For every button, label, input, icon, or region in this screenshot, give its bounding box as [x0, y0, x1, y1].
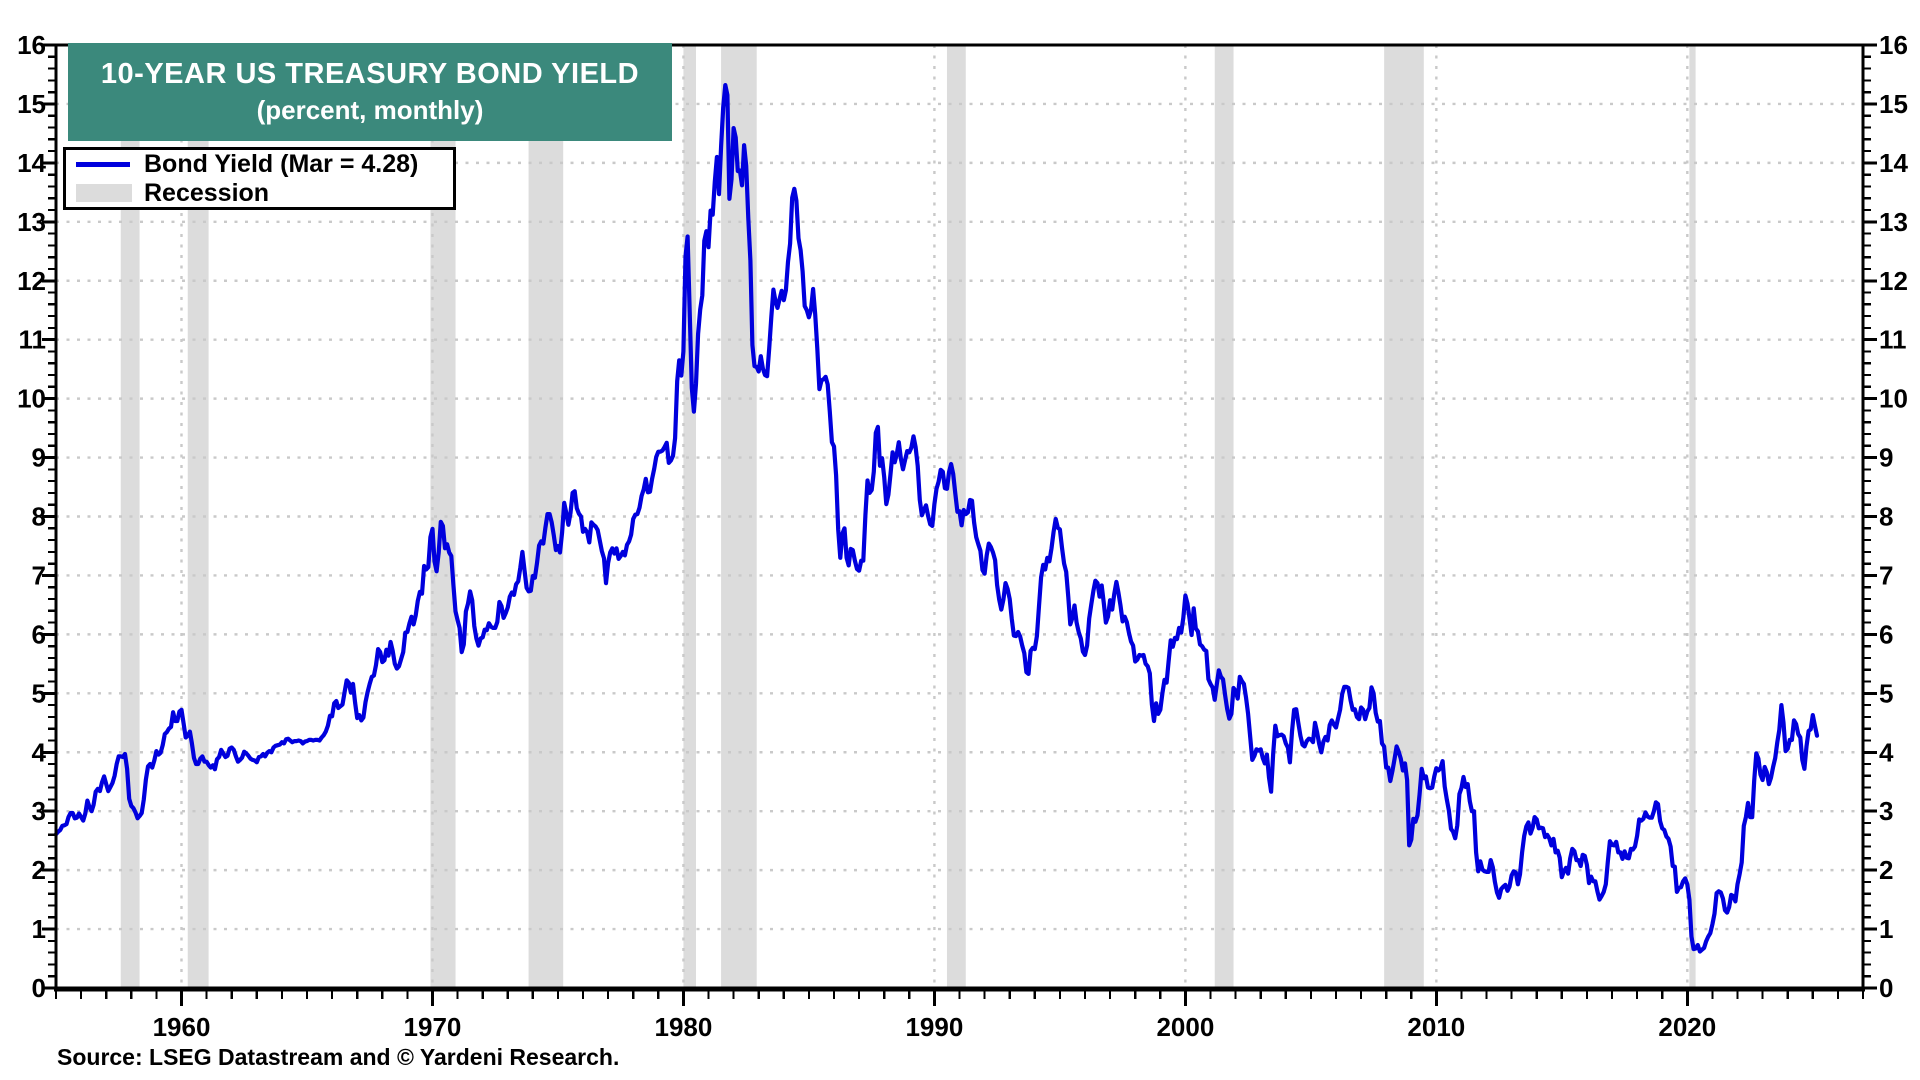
y-axis-label-right: 3: [1879, 796, 1893, 826]
y-axis-label-right: 13: [1879, 207, 1908, 237]
x-axis-label: 2010: [1407, 1012, 1465, 1042]
y-axis-label-left: 7: [32, 560, 46, 590]
y-axis-label-right: 15: [1879, 89, 1908, 119]
x-axis-label: 2020: [1658, 1012, 1716, 1042]
y-axis-label-left: 2: [32, 855, 46, 885]
y-axis-label-left: 14: [17, 148, 46, 178]
y-axis-label-right: 10: [1879, 384, 1908, 414]
x-axis-label: 1980: [655, 1012, 713, 1042]
y-axis-label-left: 5: [32, 678, 46, 708]
y-axis-label-right: 16: [1879, 30, 1908, 60]
x-axis-label: 1960: [153, 1012, 211, 1042]
y-axis-label-left: 1: [32, 914, 46, 944]
y-axis-label-left: 15: [17, 89, 46, 119]
y-axis-label-right: 4: [1879, 737, 1894, 767]
y-axis-label-left: 12: [17, 266, 46, 296]
y-axis-label-left: 4: [32, 737, 47, 767]
y-axis-label-right: 0: [1879, 973, 1893, 1003]
y-axis-label-right: 11: [1879, 325, 1907, 355]
y-axis-label-left: 16: [17, 30, 46, 60]
recession-band: [683, 45, 696, 988]
x-axis-label: 1990: [905, 1012, 963, 1042]
y-axis-label-left: 9: [32, 443, 46, 473]
y-axis-label-right: 1: [1879, 914, 1893, 944]
y-axis-label-right: 6: [1879, 619, 1893, 649]
y-axis-label-left: 6: [32, 619, 46, 649]
y-axis-label-right: 12: [1879, 266, 1908, 296]
y-axis-label-left: 10: [17, 384, 46, 414]
source-note: Source: LSEG Datastream and © Yardeni Re…: [57, 1044, 620, 1070]
y-axis-label-right: 8: [1879, 502, 1893, 532]
legend-item-recession: Recession: [76, 180, 453, 206]
y-axis-label-right: 9: [1879, 443, 1893, 473]
legend-label-bond-yield: Bond Yield (Mar = 4.28): [144, 150, 419, 178]
y-axis-label-right: 14: [1879, 148, 1908, 178]
y-axis-label-right: 7: [1879, 560, 1893, 590]
y-axis-label-left: 8: [32, 502, 46, 532]
chart-title: 10-YEAR US TREASURY BOND YIELD: [100, 58, 640, 90]
y-axis-label-left: 11: [19, 325, 47, 355]
chart-subtitle: (percent, monthly): [256, 95, 484, 125]
x-axis-label: 1970: [404, 1012, 462, 1042]
x-axis-label: 2000: [1156, 1012, 1214, 1042]
legend-label-recession: Recession: [144, 179, 270, 207]
recession-swatch: [76, 184, 132, 202]
legend-item-bond-yield: Bond Yield (Mar = 4.28): [76, 151, 453, 177]
bond-yield-line: [53, 83, 1820, 954]
y-axis-label-left: 0: [32, 973, 46, 1003]
legend: Bond Yield (Mar = 4.28) Recession: [63, 147, 456, 210]
y-axis-label-left: 13: [17, 207, 46, 237]
y-axis-label-left: 3: [32, 796, 46, 826]
bond-yield-line-swatch: [76, 161, 130, 167]
chart-title-box: 10-YEAR US TREASURY BOND YIELD (percent,…: [68, 43, 672, 141]
y-axis-label-right: 5: [1879, 678, 1893, 708]
recession-band: [1689, 45, 1696, 988]
y-axis-label-right: 2: [1879, 855, 1893, 885]
